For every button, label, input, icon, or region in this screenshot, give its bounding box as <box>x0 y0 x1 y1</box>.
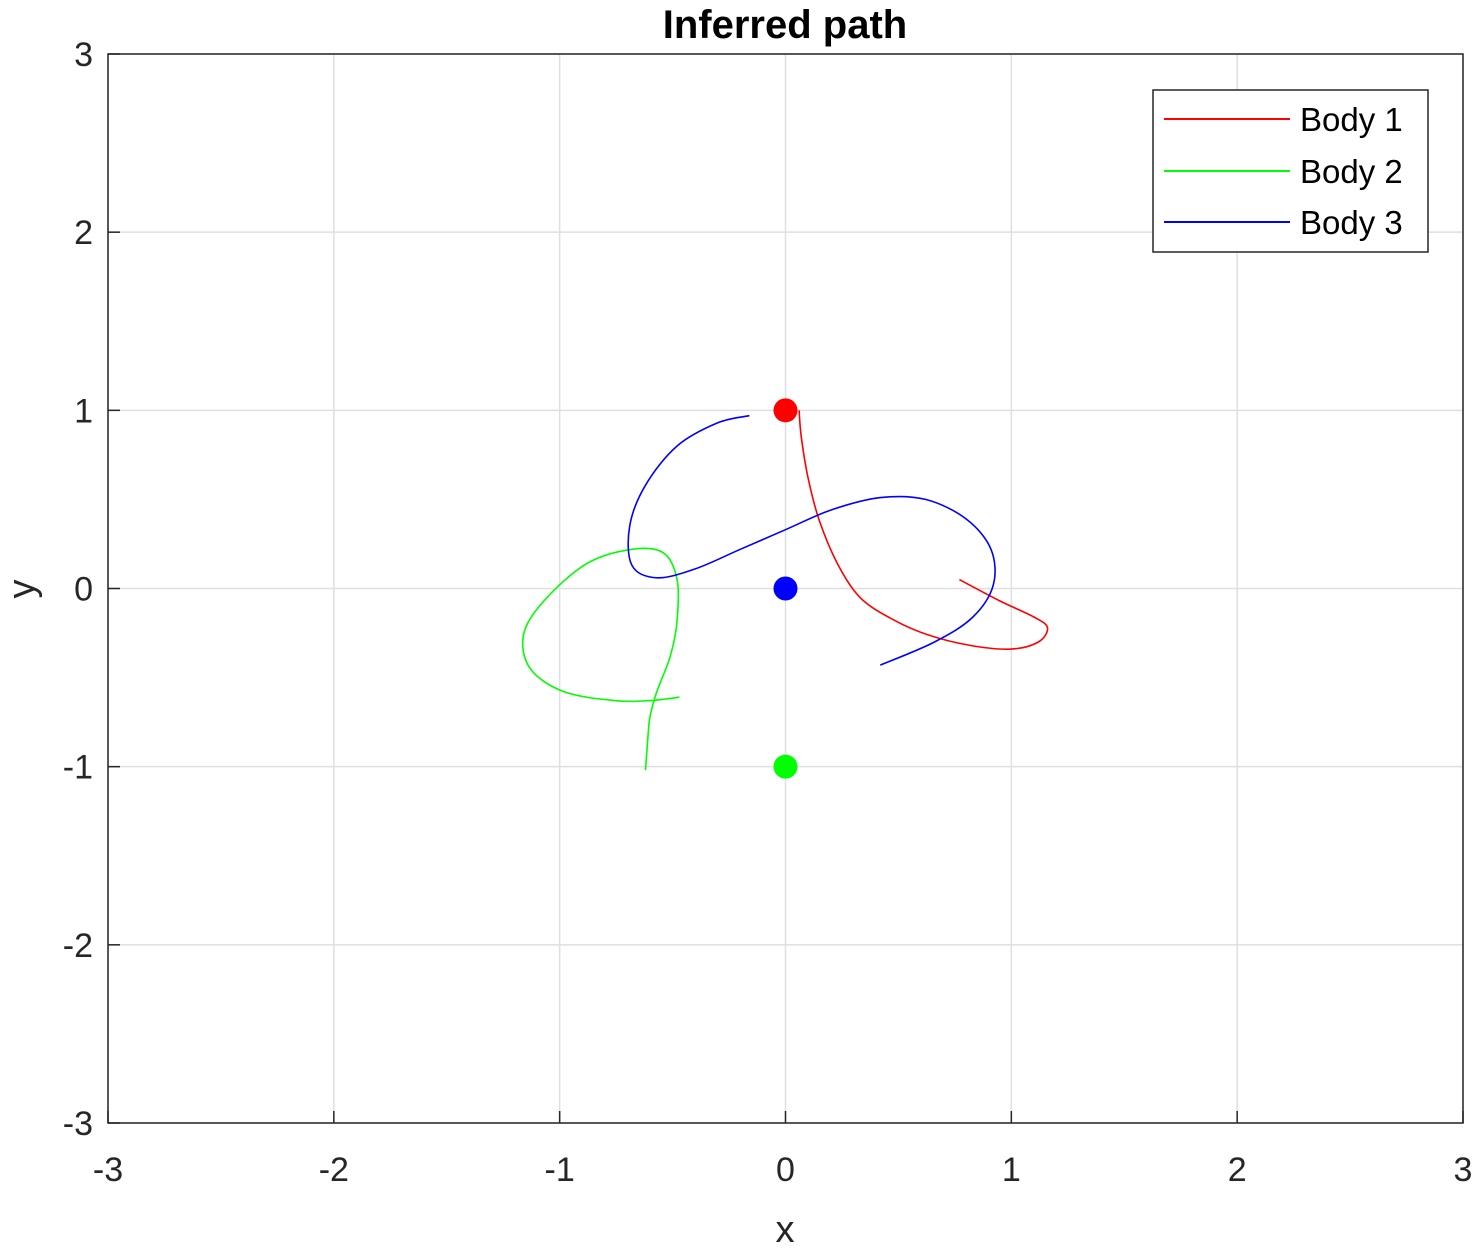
legend-label-body-3: Body 3 <box>1300 204 1403 241</box>
y-tick-label: 0 <box>74 571 93 609</box>
series-line-body-1 <box>798 410 1049 651</box>
y-tick-label: -3 <box>63 1105 93 1143</box>
y-axis-label: y <box>1 580 43 599</box>
ticks: -3 -2 -1 0 1 2 3 -3 -2 -1 0 1 2 3 <box>63 36 1473 1189</box>
y-tick-label: 3 <box>74 36 93 74</box>
x-tick-label: 3 <box>1454 1151 1473 1189</box>
x-tick-label: 2 <box>1228 1151 1247 1189</box>
start-markers <box>773 398 798 779</box>
y-tick-label: 1 <box>74 392 93 430</box>
legend-label-body-1: Body 1 <box>1300 101 1403 138</box>
start-marker-body-2 <box>773 754 798 779</box>
x-tick-label: 1 <box>1002 1151 1021 1189</box>
x-axis-label: x <box>776 1209 795 1250</box>
y-tick-label: -2 <box>63 927 93 965</box>
y-tick-label: -1 <box>63 749 93 787</box>
chart-title: Inferred path <box>663 3 907 47</box>
start-marker-body-3 <box>773 576 798 601</box>
x-tick-label: -1 <box>545 1151 575 1189</box>
legend: Body 1 Body 2 Body 3 <box>1152 89 1429 253</box>
series-group <box>521 410 1049 771</box>
x-tick-label: 0 <box>776 1151 795 1189</box>
series-line-body-3 <box>627 414 996 666</box>
x-tick-label: -2 <box>319 1151 349 1189</box>
legend-label-body-2: Body 2 <box>1300 153 1403 190</box>
series-line-body-2 <box>521 547 680 771</box>
y-tick-label: 2 <box>74 214 93 252</box>
start-marker-body-1 <box>773 398 798 423</box>
x-tick-label: -3 <box>93 1151 123 1189</box>
